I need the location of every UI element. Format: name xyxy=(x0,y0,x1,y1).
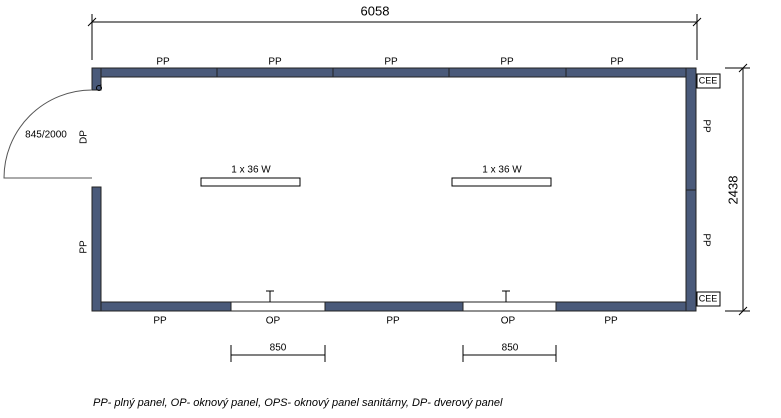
light-label: 1 x 36 W xyxy=(231,165,271,176)
window-dim: 850 xyxy=(270,343,287,354)
panel-label: DP xyxy=(79,130,90,144)
socket xyxy=(696,73,721,89)
dimension-lines xyxy=(87,14,750,362)
socket-label: CEE xyxy=(699,293,718,303)
walls xyxy=(91,67,697,312)
panel-label: PP xyxy=(386,316,400,327)
panel-label: PP xyxy=(268,57,282,68)
panel-label: PP xyxy=(156,57,170,68)
panel-label: PP xyxy=(700,119,711,133)
panel-label: PP xyxy=(700,233,711,247)
light xyxy=(200,177,301,187)
panel-label: OP xyxy=(501,316,516,327)
length-dim: 6058 xyxy=(361,3,390,18)
panel-label: PP xyxy=(153,316,167,327)
socket-label: CEE xyxy=(699,75,718,85)
panel-label: OP xyxy=(266,316,281,327)
panel-label: PP xyxy=(604,316,618,327)
light xyxy=(451,177,552,187)
panel-label: PP xyxy=(384,57,398,68)
panel-label: PP xyxy=(79,240,90,254)
width-dim: 2438 xyxy=(725,176,740,205)
door-swing xyxy=(3,89,93,179)
window-dim: 850 xyxy=(502,343,519,354)
legend: PP- plný panel, OP- oknový panel, OPS- o… xyxy=(93,397,503,409)
light-label: 1 x 36 W xyxy=(482,165,522,176)
socket xyxy=(696,291,721,307)
panel-label: PP xyxy=(610,57,624,68)
panel-label: PP xyxy=(500,57,514,68)
door-size: 845/2000 xyxy=(25,130,67,141)
